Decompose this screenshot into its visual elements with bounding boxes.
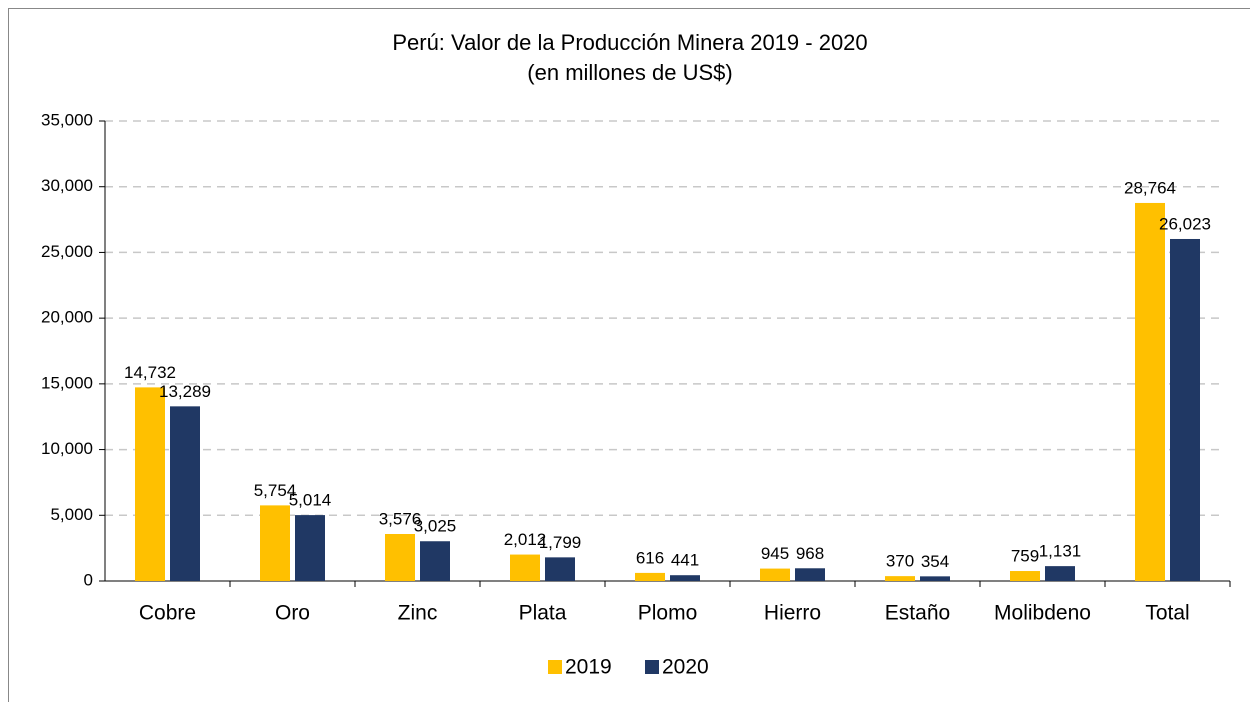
data-label: 26,023 [1159,214,1211,233]
data-label: 370 [886,552,914,571]
bar [170,406,200,581]
x-tick-label: Plomo [638,602,698,625]
data-label: 3,576 [379,509,422,528]
y-tick-label: 25,000 [41,242,93,261]
bar [885,576,915,581]
chart-title: Perú: Valor de la Producción Minera 2019… [392,30,867,55]
data-label: 5,014 [289,491,332,510]
data-label: 945 [761,544,789,563]
legend-swatch [548,660,562,674]
bar [1010,571,1040,581]
bar [1135,202,1165,581]
x-tick-label: Estaño [885,602,950,625]
bar [545,557,575,581]
chart-subtitle: (en millones de US$) [527,60,732,85]
bar [795,568,825,581]
data-label: 28,764 [1124,178,1176,197]
bar [510,554,540,581]
bar [920,576,950,581]
x-tick-label: Molibdeno [994,602,1091,625]
bar [420,541,450,581]
x-tick-label: Plata [519,602,567,625]
data-label: 1,799 [539,533,582,552]
bar [760,568,790,581]
bar [1170,238,1200,581]
legend-label: 2020 [662,656,709,679]
legend-swatch [645,660,659,674]
y-tick-label: 5,000 [50,505,93,524]
y-tick-label: 20,000 [41,308,93,327]
x-tick-label: Total [1145,602,1189,625]
bar [135,387,165,581]
x-tick-label: Oro [275,602,310,625]
bar [295,515,325,581]
bar [1045,566,1075,581]
y-tick-label: 0 [84,570,93,589]
y-tick-label: 10,000 [41,439,93,458]
x-tick-label: Hierro [764,602,821,625]
data-label: 14,732 [124,363,176,382]
bar [385,534,415,581]
data-label: 13,289 [159,382,211,401]
y-tick-label: 15,000 [41,373,93,392]
x-tick-label: Cobre [139,602,196,625]
data-label: 1,131 [1039,542,1082,561]
data-label: 968 [796,544,824,563]
legend-label: 2019 [565,656,612,679]
bar [670,575,700,581]
x-tick-label: Zinc [398,602,438,625]
data-label: 616 [636,548,664,567]
data-label: 2,012 [504,530,547,549]
bar [635,572,665,581]
data-label: 759 [1011,547,1039,566]
data-label: 354 [921,552,949,571]
y-tick-label: 35,000 [41,110,93,129]
data-label: 5,754 [254,481,297,500]
data-label: 3,025 [414,517,457,536]
data-label: 441 [671,551,699,570]
chart-border [8,8,1250,702]
bar [260,505,290,581]
y-tick-label: 30,000 [41,176,93,195]
